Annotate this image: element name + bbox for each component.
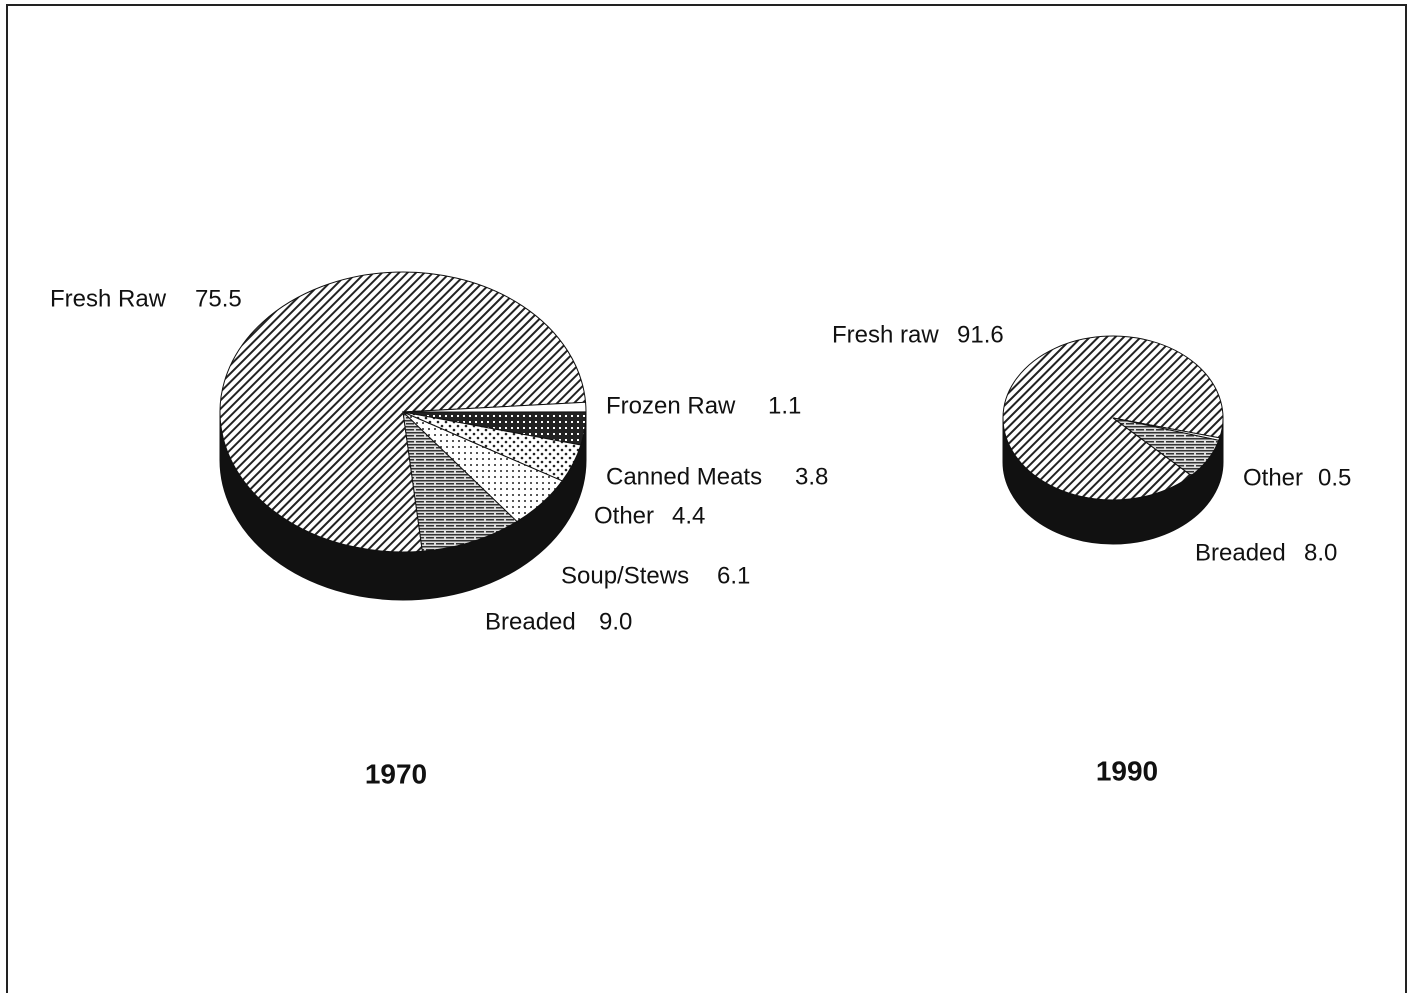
slice-value: 8.0 [1304,539,1337,566]
slice-value: 4.4 [672,502,705,529]
slice-label: Fresh raw [832,321,939,348]
slice-label: Breaded [485,608,576,635]
slice-label: Fresh Raw [50,285,167,312]
pie-slice [1112,417,1220,477]
slice-label: Canned Meats [606,463,762,490]
slice-label: Other [1243,464,1303,491]
frame [6,4,1407,993]
chart-title: 1990 [1096,755,1158,786]
slice-label: Frozen Raw [606,392,736,419]
slice-value: 6.1 [717,562,750,589]
slice-value: 0.5 [1318,464,1351,491]
pie-slice [402,410,518,552]
chart-title: 1970 [365,758,427,789]
slice-value: 1.1 [768,392,801,419]
slice-label: Soup/Stews [561,562,689,589]
slice-label: Breaded [1195,539,1286,566]
slice-value: 9.0 [599,608,632,635]
slice-label: Other [594,502,654,529]
slice-value: 75.5 [195,285,242,312]
slice-value: 91.6 [957,321,1004,348]
slice-value: 3.8 [795,463,828,490]
